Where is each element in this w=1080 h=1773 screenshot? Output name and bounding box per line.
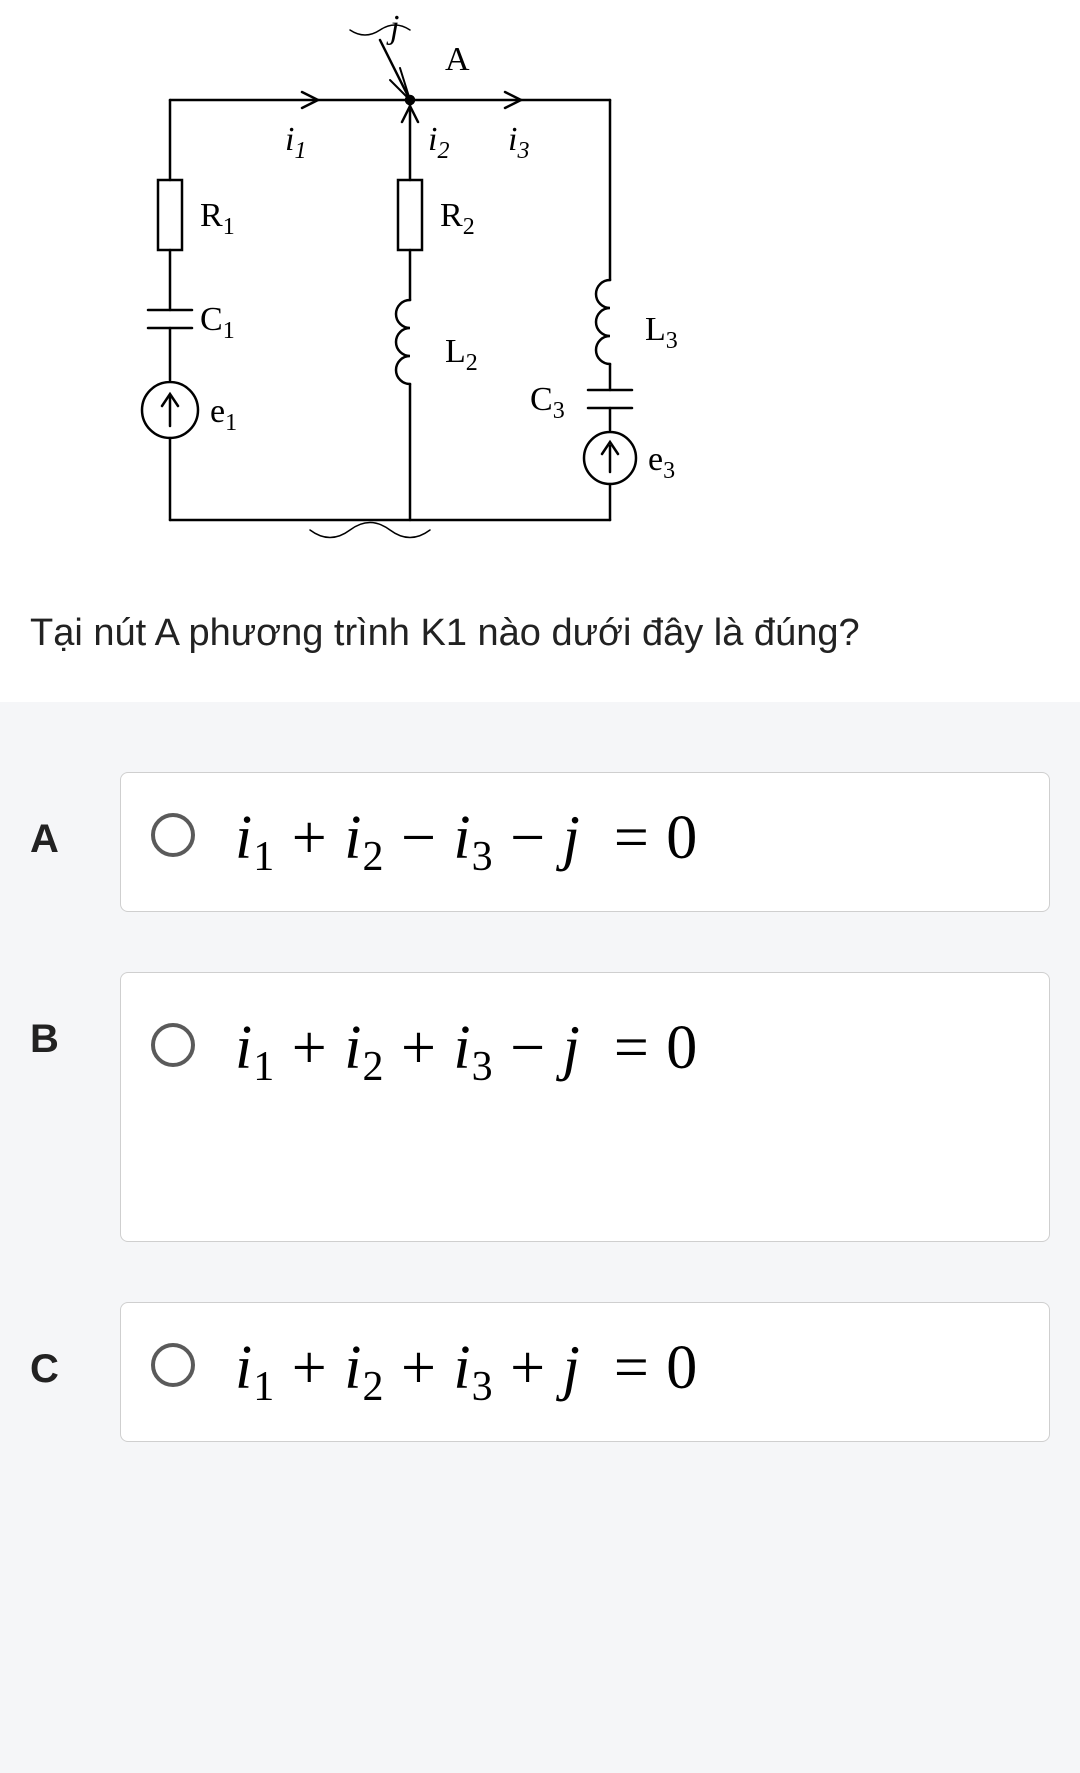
- lbl-R1: R1: [200, 197, 235, 240]
- answer-option-A[interactable]: i1 + i2 − i3 − j = 0: [120, 772, 1050, 912]
- answer-letter-C: C: [30, 1302, 120, 1392]
- circuit-diagram: j A i1 i2 i3 R1 R2 C1 L2 L3 C3 e1 e3: [50, 10, 710, 570]
- lbl-i2: i2: [428, 121, 449, 164]
- lbl-i1: i1: [285, 121, 306, 164]
- answer-option-C[interactable]: i1 + i2 + i3 + j = 0: [120, 1302, 1050, 1442]
- answer-row-B: B i1 + i2 + i3 − j = 0: [30, 972, 1050, 1242]
- lbl-i3: i3: [508, 121, 529, 164]
- radio-A[interactable]: [151, 813, 195, 857]
- lbl-C3: C3: [530, 381, 565, 424]
- answer-option-B[interactable]: i1 + i2 + i3 − j = 0: [120, 972, 1050, 1242]
- lbl-R2: R2: [440, 197, 475, 240]
- answer-row-C: C i1 + i2 + i3 + j = 0: [30, 1302, 1050, 1442]
- equation-A: i1 + i2 − i3 − j = 0: [235, 803, 698, 881]
- answers-container: A i1 + i2 − i3 − j = 0 B i1 + i2 + i3 − …: [0, 742, 1080, 1472]
- lbl-j: j: [386, 10, 399, 46]
- answer-letter-A: A: [30, 772, 120, 862]
- answer-letter-B: B: [30, 972, 120, 1062]
- equation-B: i1 + i2 + i3 − j = 0: [235, 1013, 698, 1091]
- radio-C[interactable]: [151, 1343, 195, 1387]
- radio-B[interactable]: [151, 1023, 195, 1067]
- lbl-C1: C1: [200, 301, 235, 344]
- answer-row-A: A i1 + i2 − i3 − j = 0: [30, 772, 1050, 912]
- lbl-e3: e3: [648, 441, 675, 484]
- lbl-e1: e1: [210, 393, 237, 436]
- circuit-diagram-container: j A i1 i2 i3 R1 R2 C1 L2 L3 C3 e1 e3: [30, 0, 1050, 575]
- equation-C: i1 + i2 + i3 + j = 0: [235, 1333, 698, 1411]
- lbl-A: A: [445, 41, 470, 78]
- lbl-L3: L3: [645, 311, 678, 354]
- question-card: j A i1 i2 i3 R1 R2 C1 L2 L3 C3 e1 e3 Tại…: [0, 0, 1080, 702]
- question-text: Tại nút A phương trình K1 nào dưới đây l…: [30, 605, 1050, 662]
- lbl-L2: L2: [445, 333, 478, 376]
